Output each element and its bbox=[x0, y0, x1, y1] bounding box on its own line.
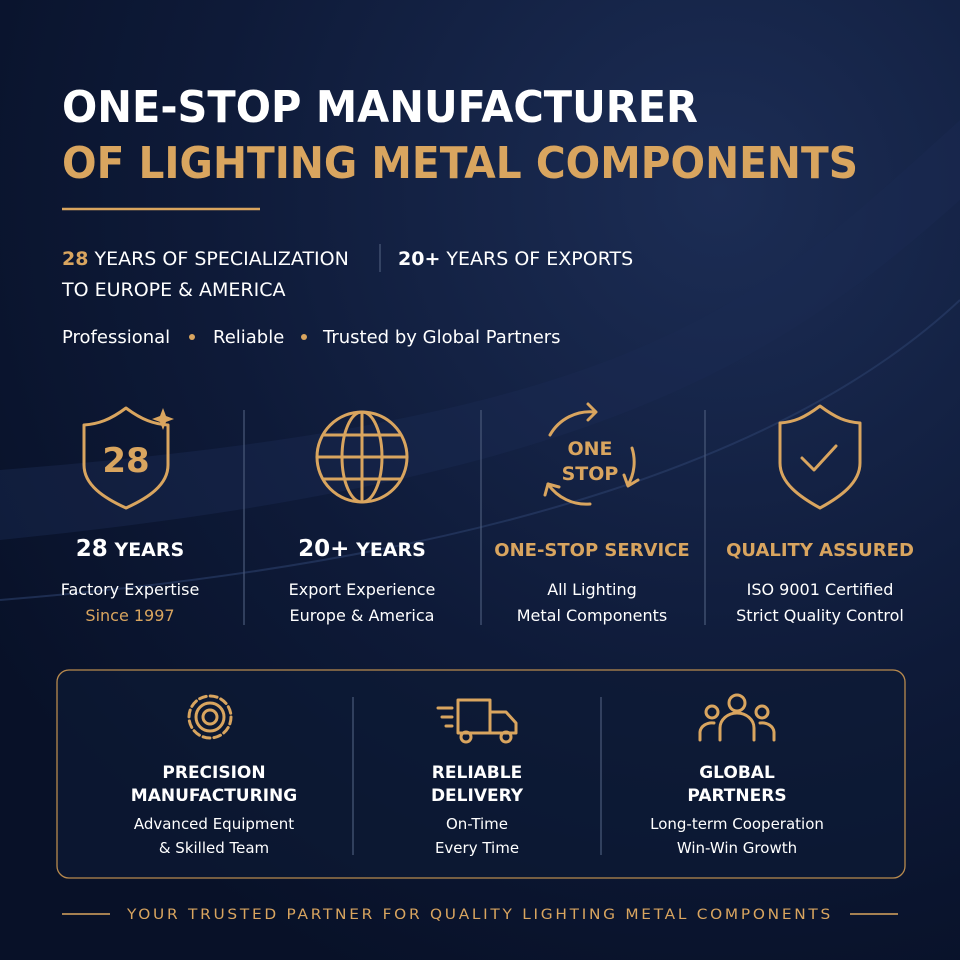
truck-icon bbox=[436, 698, 518, 744]
tag: Reliable bbox=[213, 327, 284, 348]
feature-titles: 28 YEARS 20+ YEARS ONE-STOP SERVICE QUAL… bbox=[76, 536, 914, 562]
feature-line: Since 1997 bbox=[85, 606, 174, 625]
highlight: 28 YEARS OF SPECIALIZATION bbox=[62, 248, 349, 270]
highlight-number: 28 bbox=[62, 248, 88, 270]
people-icon bbox=[698, 693, 776, 742]
feature-line: ISO 9001 Certified bbox=[747, 580, 894, 599]
feature-line: Export Experience bbox=[289, 580, 436, 599]
tag-dot bbox=[189, 334, 195, 340]
strength-title: DELIVERY bbox=[431, 786, 524, 806]
feature-number: 20+ bbox=[298, 536, 349, 562]
strength-title: GLOBAL bbox=[699, 763, 775, 783]
strength-line: Long-term Cooperation bbox=[650, 815, 824, 833]
sparkle-icon bbox=[152, 408, 174, 430]
strength-title: PRECISION bbox=[162, 763, 265, 783]
check-shield-icon bbox=[778, 404, 862, 510]
gear-icon bbox=[187, 694, 233, 740]
strength-lines: Advanced Equipment & Skilled Team On-Tim… bbox=[134, 815, 824, 857]
highlight-text: YEARS OF SPECIALIZATION bbox=[94, 248, 349, 270]
highlight-number: 20+ bbox=[398, 248, 440, 270]
bg-curve bbox=[0, 120, 960, 540]
feature-line: Strict Quality Control bbox=[736, 606, 904, 625]
shield-icon bbox=[82, 406, 170, 510]
highlight-continuation: TO EUROPE & AMERICA bbox=[61, 279, 286, 301]
feature-title: 20+ YEARS bbox=[298, 536, 426, 562]
cycle-icon bbox=[543, 402, 640, 506]
highlight: 20+ YEARS OF EXPORTS bbox=[398, 248, 633, 270]
feature-line: Europe & America bbox=[290, 606, 435, 625]
tag: Professional bbox=[62, 327, 170, 348]
feature-title: 28 YEARS bbox=[76, 536, 184, 562]
icon-label: ONE bbox=[567, 438, 612, 460]
tag: Trusted by Global Partners bbox=[322, 327, 561, 348]
strength-line: Advanced Equipment bbox=[134, 815, 294, 833]
feature-line: Metal Components bbox=[517, 606, 667, 625]
strength-title: RELIABLE bbox=[432, 763, 522, 783]
strength-title: PARTNERS bbox=[687, 786, 786, 806]
strength-line: On-Time bbox=[446, 815, 508, 833]
footer: YOUR TRUSTED PARTNER FOR QUALITY LIGHTIN… bbox=[126, 907, 833, 923]
strength-title: MANUFACTURING bbox=[131, 786, 297, 806]
icon-label: STOP bbox=[562, 463, 619, 485]
title: ONE-STOP MANUFACTURER OF LIGHTING METAL … bbox=[62, 82, 858, 189]
title-line: OF LIGHTING METAL COMPONENTS bbox=[62, 138, 858, 189]
globe-icon bbox=[315, 410, 409, 504]
bg-curve bbox=[0, 299, 960, 601]
strength-titles: PRECISION MANUFACTURING RELIABLE DELIVER… bbox=[131, 763, 787, 806]
feature-number: 28 bbox=[76, 536, 108, 562]
highlight-text: YEARS OF EXPORTS bbox=[445, 248, 633, 270]
strength-line: Every Time bbox=[435, 839, 519, 857]
tags: Professional Reliable Trusted by Global … bbox=[62, 327, 561, 348]
feature-title: ONE-STOP SERVICE bbox=[494, 540, 689, 561]
feature-title-word: YEARS bbox=[355, 539, 426, 561]
feature-line: All Lighting bbox=[547, 580, 637, 599]
feature-title-word: YEARS bbox=[113, 539, 184, 561]
strength-line: Win-Win Growth bbox=[677, 839, 797, 857]
icon-label: 28 bbox=[102, 441, 149, 481]
strengths-box bbox=[56, 669, 906, 879]
tag-dot bbox=[301, 334, 307, 340]
title-line: ONE-STOP MANUFACTURER bbox=[62, 82, 698, 133]
feature-line: Factory Expertise bbox=[61, 580, 200, 599]
feature-lines: Factory Expertise Since 1997 Export Expe… bbox=[61, 580, 904, 625]
strength-line: & Skilled Team bbox=[159, 839, 269, 857]
feature-title: QUALITY ASSURED bbox=[726, 540, 914, 561]
